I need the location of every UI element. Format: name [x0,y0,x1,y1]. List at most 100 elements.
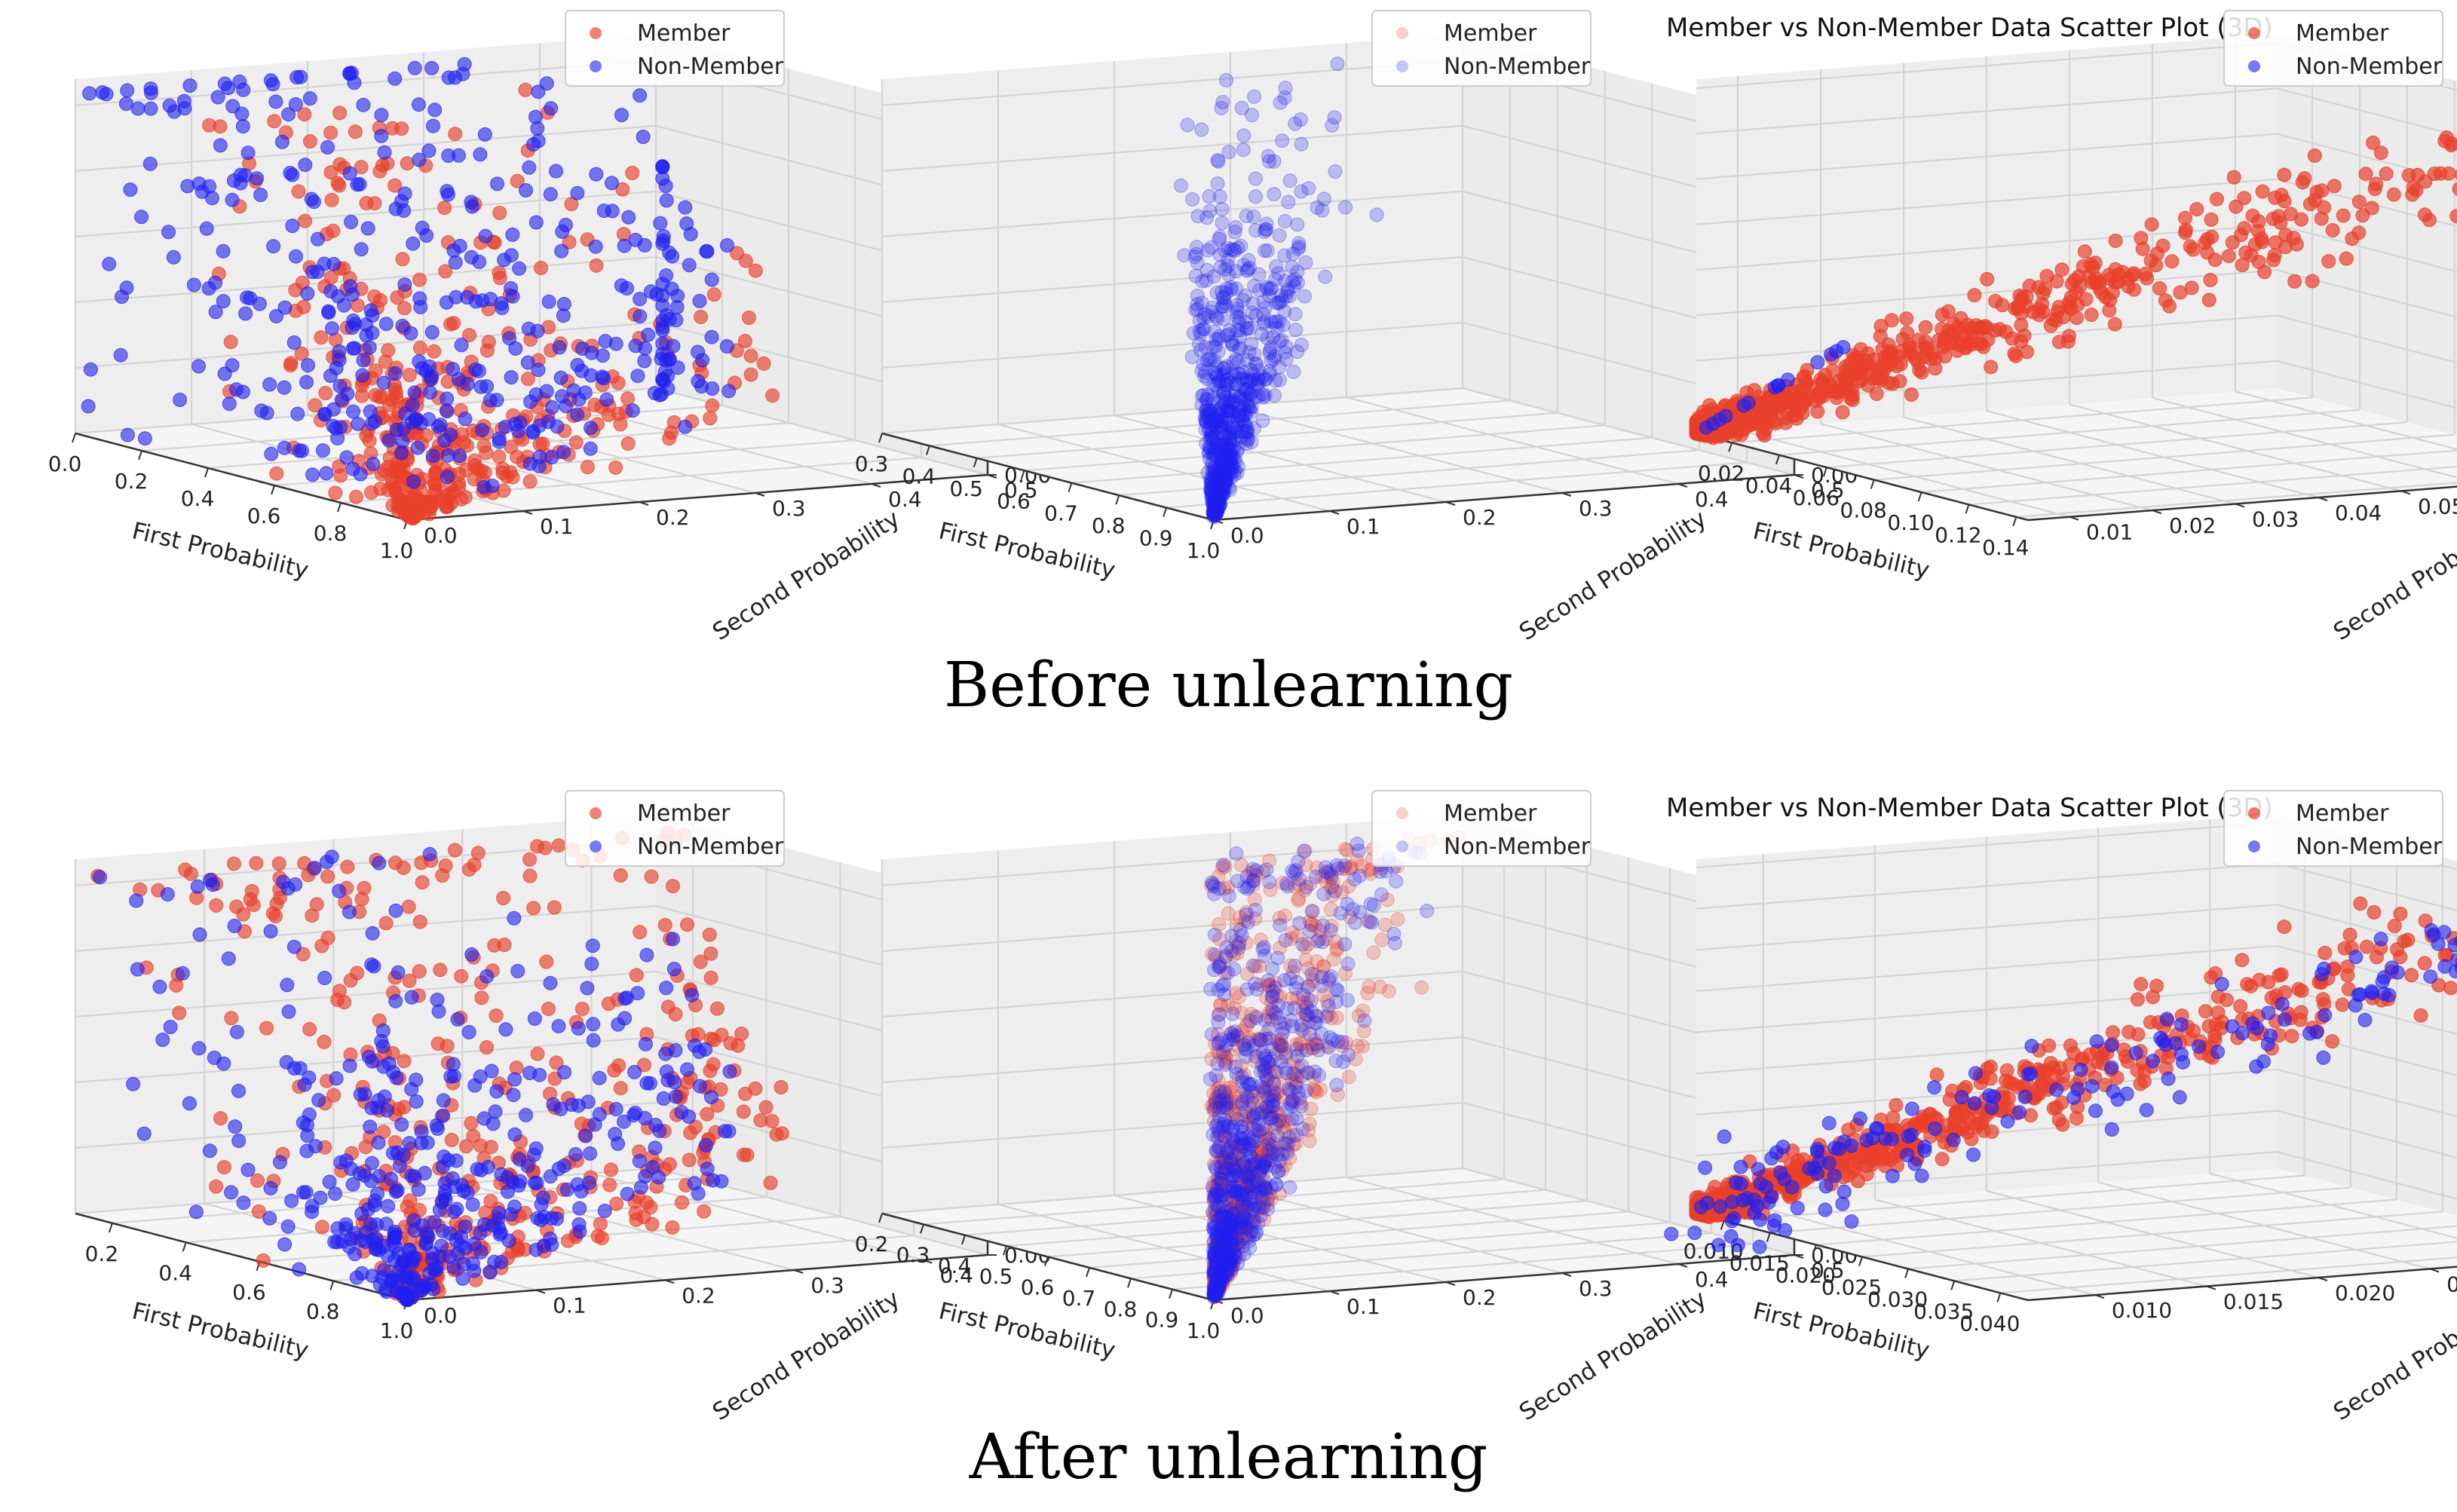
non-member-point [627,1064,642,1079]
non-member-point [1185,192,1200,207]
x-tick-mark [2012,516,2017,527]
member-point [451,476,466,491]
non-member-point [192,927,207,942]
non-member-point [1248,357,1264,371]
member-point [256,1253,271,1268]
non-member-point [1207,418,1222,433]
non-member-point [435,1159,450,1174]
non-member-point [1220,403,1235,418]
non-member-point [1227,243,1242,259]
member-point [697,1204,712,1219]
non-member-point [1736,398,1751,413]
non-member-point [161,225,176,240]
non-member-point [1277,345,1292,360]
non-member-point [1236,399,1251,414]
non-member-point [1279,339,1294,354]
non-member-point [123,182,138,197]
non-member-point [173,393,188,407]
non-member-point [456,1256,471,1272]
non-member-point [1227,369,1242,384]
non-member-point [1215,485,1230,500]
non-member-point [1199,372,1215,387]
member-point [1818,367,1833,382]
member-point [1918,320,1933,335]
member-point [682,1152,697,1168]
non-member-point [1198,340,1213,355]
non-member-point [1231,941,1246,956]
member-point [302,1022,317,1036]
non-member-point [1353,904,1368,920]
y-tick-label: 0.01 [2086,520,2133,545]
member-point [391,491,406,507]
member-point [1341,1070,1356,1085]
non-member-point [504,281,519,295]
non-member-point [1223,403,1238,418]
member-point [291,184,306,199]
non-member-point [1215,290,1230,305]
non-member-point [1213,406,1228,421]
non-member-point [522,1066,538,1080]
non-member-point [392,1158,407,1174]
non-member-point [1240,425,1255,440]
member-point [2369,176,2383,191]
non-member-point [1236,381,1251,396]
non-member-point [1285,246,1300,262]
non-member-point [1222,427,1237,442]
non-member-point [1241,915,1255,930]
non-member-point [554,243,569,259]
non-member-point [299,1185,314,1200]
non-member-point [721,384,737,399]
non-member-point [1215,482,1230,497]
y-tick-mark [1329,510,1340,515]
non-member-point [419,228,434,243]
non-member-point [1207,485,1222,500]
non-member-point [1270,1011,1285,1026]
non-member-point [1206,506,1221,521]
non-member-point [424,325,440,340]
member-point [406,497,421,513]
non-member-point [1328,994,1343,1009]
member-point [613,868,628,883]
non-member-point [345,320,360,335]
non-member-point [1177,248,1192,263]
member-point [2098,289,2113,305]
non-member-point [478,228,493,243]
member-point [250,1173,265,1188]
non-member-point [464,194,479,210]
legend-marker-member [1396,807,1408,819]
member-point [1355,1039,1370,1054]
member-point [1874,368,1889,383]
member-point [324,192,339,207]
non-member-point [1233,1186,1248,1201]
y-axis-label: Second Probability [708,505,905,646]
non-member-point [555,224,570,239]
member-point [608,460,623,475]
member-point [415,875,430,890]
member-point [2186,242,2201,257]
non-member-point [658,353,673,368]
non-member-point [1232,408,1247,423]
non-member-point [468,362,483,377]
member-point [534,261,549,275]
non-member-point [1205,426,1219,441]
member-point [510,173,525,188]
member-point [601,407,616,422]
non-member-point [1243,373,1258,388]
non-member-point [300,286,315,301]
legend-box [565,10,785,87]
non-member-point [1203,428,1218,443]
non-member-point [1229,352,1244,367]
member-point [2189,202,2204,216]
non-member-point [465,1197,480,1212]
x-tick-mark [204,467,209,478]
non-member-point [1277,248,1292,263]
non-member-point [1230,298,1245,313]
non-member-point [1240,381,1255,396]
member-point [296,299,311,314]
member-point [2287,274,2302,289]
non-member-point [367,1198,382,1213]
non-member-point [339,450,354,465]
non-member-point [1266,329,1281,344]
y-tick-label: 0.1 [540,514,574,539]
non-member-point [263,1180,278,1195]
